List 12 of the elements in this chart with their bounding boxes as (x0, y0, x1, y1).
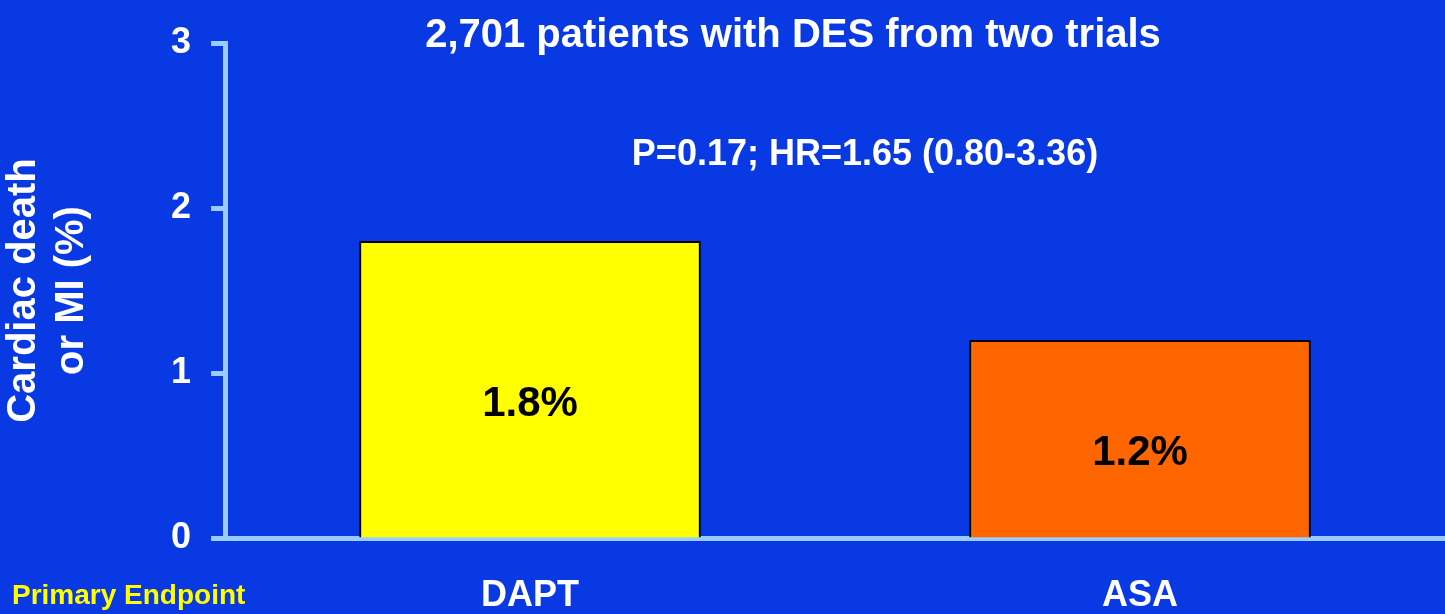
chart-title: 2,701 patients with DES from two trials (425, 11, 1161, 56)
y-axis-title: Cardiac death or MI (%) (0, 158, 92, 423)
x-tick-label: DAPT (481, 572, 580, 614)
x-tick-label: ASA (1101, 572, 1179, 614)
data-label: 1.8% (482, 377, 578, 425)
y-tick-label: 2 (170, 184, 191, 226)
text: Primary Endpoint (12, 578, 246, 610)
data-label: 1.2% (1092, 427, 1188, 475)
annotation: P=0.17; HR=1.65 (0.80-3.36) (631, 131, 1099, 173)
y-tick-label: 1 (170, 349, 191, 391)
y-tick-label: 3 (170, 19, 191, 61)
y-tick-label: 0 (170, 514, 191, 556)
